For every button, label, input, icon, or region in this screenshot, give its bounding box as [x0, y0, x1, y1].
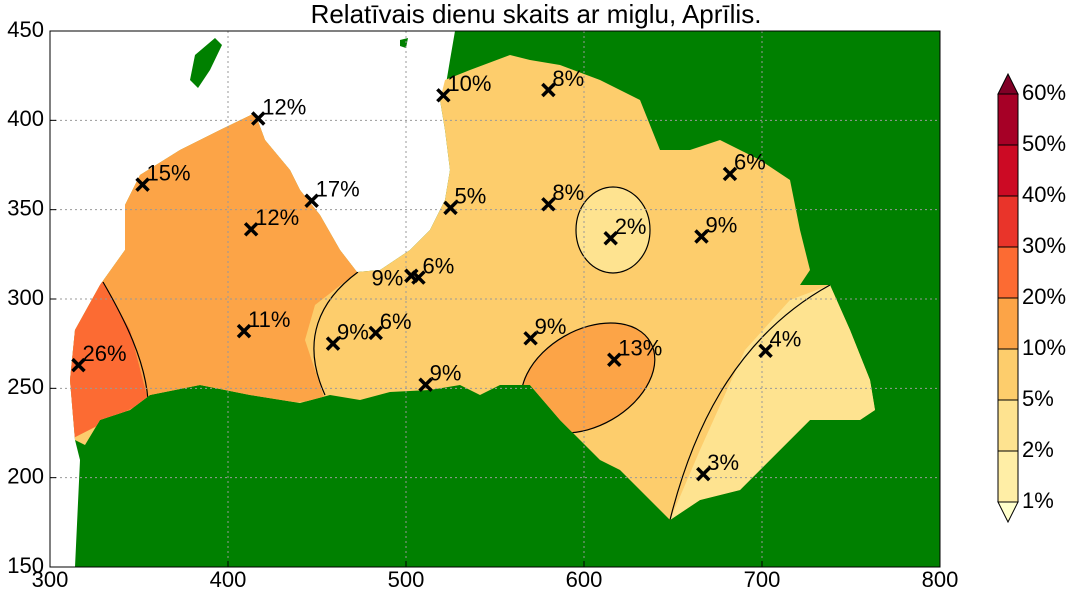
x-tick-label: 600: [566, 567, 603, 592]
station-marker: [443, 200, 458, 216]
station-marker: [436, 88, 451, 103]
colorbar-over: [997, 72, 1019, 95]
colorbar-label: 5%: [1022, 386, 1054, 411]
station-marker: [368, 325, 383, 341]
x-tick-label: 700: [744, 567, 781, 592]
colorbar-segment: [998, 298, 1018, 349]
station-label: 15%: [147, 160, 191, 185]
station-marker: [135, 177, 150, 192]
station-marker: [523, 331, 538, 346]
contour-line: [313, 271, 359, 396]
station-marker: [236, 323, 252, 339]
y-tick-label: 150: [7, 553, 44, 578]
station-label: 10%: [447, 71, 491, 96]
station-label: 11%: [248, 307, 290, 332]
station-label: 2%: [615, 214, 647, 239]
colorbar-segment: [998, 451, 1018, 502]
contour-fill: [576, 187, 650, 273]
colorbar-label: 10%: [1022, 335, 1066, 360]
x-tick-label: 500: [388, 567, 425, 592]
island: [400, 38, 408, 48]
station-label: 6%: [734, 150, 766, 175]
station-marker: [541, 197, 556, 212]
station-marker: [418, 377, 433, 392]
y-tick-label: 250: [7, 374, 44, 399]
station-label: 6%: [422, 253, 454, 278]
station-marker: [541, 82, 556, 98]
colorbar-segment: [998, 145, 1018, 196]
station-marker: [758, 343, 773, 359]
x-tick-label: 800: [922, 567, 959, 592]
colorbar-segment: [998, 400, 1018, 451]
station-label: 12%: [262, 94, 306, 119]
contour-line: [575, 186, 651, 274]
station-marker: [411, 270, 426, 285]
colorbar-segment: [998, 196, 1018, 247]
island: [190, 38, 222, 88]
station-marker: [694, 229, 709, 244]
colorbar-segment: [998, 94, 1018, 145]
station-marker: [71, 357, 86, 373]
station-label: 17%: [316, 177, 360, 202]
station-label: 6%: [380, 309, 412, 334]
colorbar-label: 30%: [1022, 233, 1066, 258]
station-label: 13%: [618, 336, 662, 361]
station-label: 12%: [255, 205, 299, 230]
y-tick-label: 200: [7, 463, 44, 488]
colorbar-label: 1%: [1022, 488, 1054, 513]
station-label: 9%: [705, 212, 737, 237]
stations: 26% 15% 12% 17% 12% 11% 9% 6% 9% 6% 9% 10% 5% 8% 8% 9% 2…: [71, 66, 802, 482]
station-marker: [722, 166, 738, 182]
colorbar-label: 40%: [1022, 182, 1066, 207]
contour-fill: [521, 323, 655, 433]
station-marker: [696, 466, 711, 482]
plot-frame: [49, 30, 941, 568]
station-label: 9%: [535, 314, 567, 339]
x-tick-label: 300: [32, 567, 69, 592]
x-tick-label: 400: [210, 567, 247, 592]
station-marker: [607, 352, 622, 367]
station-marker: [304, 193, 319, 208]
station-marker: [603, 231, 618, 246]
station-marker: [243, 222, 259, 237]
y-tick-label: 300: [7, 285, 44, 310]
colorbar-label: 60%: [1022, 80, 1066, 105]
colorbar-label: 2%: [1022, 437, 1054, 462]
station-label: 9%: [337, 319, 369, 344]
y-tick-label: 400: [7, 106, 44, 131]
colorbar-label: 50%: [1022, 131, 1066, 156]
contour-line: [669, 284, 831, 520]
station-label: 8%: [552, 66, 584, 91]
station-label: 5%: [455, 184, 487, 209]
station-label: 9%: [372, 266, 404, 291]
colorbar-label: 20%: [1022, 284, 1066, 309]
station-marker: [251, 111, 266, 126]
station-label: 8%: [552, 180, 584, 205]
contour-line: [102, 281, 149, 401]
colorbar: 1% 2% 5% 10% 20% 30% 40% 50% 60%: [997, 72, 1066, 524]
colorbar-segment: [998, 349, 1018, 400]
station-label: 9%: [430, 361, 462, 386]
station-label: 3%: [707, 450, 739, 475]
y-tick-label: 450: [7, 17, 44, 42]
colorbar-under: [997, 501, 1019, 524]
chart-title: Relatīvais dienu skaits ar miglu, Aprīli…: [311, 0, 762, 29]
station-marker: [325, 336, 341, 351]
station-label: 4%: [770, 327, 802, 352]
station-label: 26%: [82, 341, 126, 366]
y-tick-label: 350: [7, 195, 44, 220]
colorbar-segment: [998, 247, 1018, 298]
sea: [50, 31, 455, 567]
